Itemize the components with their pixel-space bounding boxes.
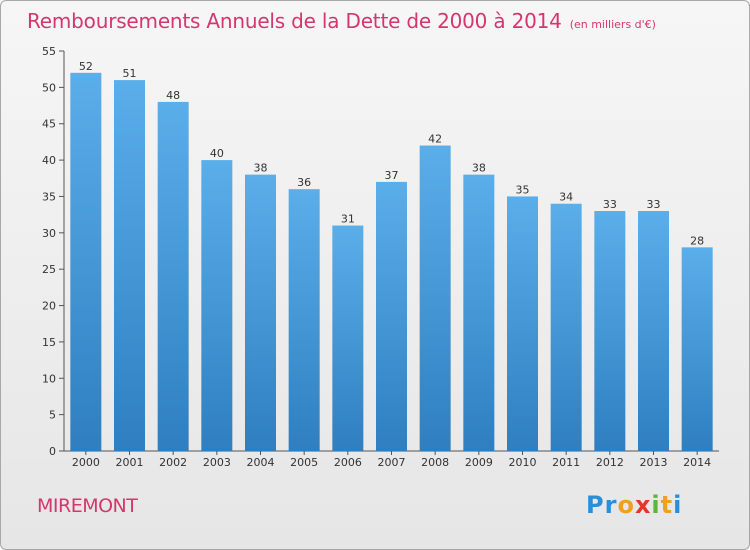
y-tick-label: 20 <box>42 300 56 313</box>
bar-2006 <box>332 225 364 451</box>
bar-2003 <box>201 160 233 451</box>
bar-2004 <box>245 174 276 452</box>
chart-bars <box>70 72 713 452</box>
chart-data-labels: 52 51 48 40 38 36 31 37 42 38 35 34 33 33 28 <box>79 60 704 248</box>
bar-2005 <box>288 189 320 451</box>
chart-title-row: Remboursements Annuels de la Dette de 20… <box>27 9 656 33</box>
x-tick-label-2007: 2007 <box>378 456 406 469</box>
data-label-2007: 37 <box>385 169 399 182</box>
x-tick-label-2006: 2006 <box>334 456 362 469</box>
bar-2012 <box>594 211 626 451</box>
y-tick-label: 45 <box>42 118 56 131</box>
x-tick-label-2001: 2001 <box>116 456 144 469</box>
data-label-2013: 33 <box>647 198 661 211</box>
x-tick-label-2003: 2003 <box>203 456 231 469</box>
data-label-2003: 40 <box>210 147 224 160</box>
bar-2008 <box>419 145 451 451</box>
x-tick-label-2002: 2002 <box>159 456 187 469</box>
data-label-2014: 28 <box>690 234 704 247</box>
x-tick-label-2008: 2008 <box>421 456 449 469</box>
bar-2014 <box>681 247 713 451</box>
bar-2007 <box>376 181 407 451</box>
data-label-2010: 35 <box>516 183 530 196</box>
x-tick-label-2012: 2012 <box>596 456 624 469</box>
data-label-2000: 52 <box>79 60 93 73</box>
y-tick-label: 15 <box>42 336 56 349</box>
x-tick-label-2004: 2004 <box>247 456 275 469</box>
x-tick-label-2005: 2005 <box>290 456 318 469</box>
x-tick-label-2010: 2010 <box>509 456 537 469</box>
chart-axes: 0 5 10 15 20 25 30 35 40 45 50 55 2000 2001 2002 2003 20… <box>42 45 719 469</box>
data-label-2008: 42 <box>428 133 442 146</box>
y-tick-label: 50 <box>42 81 56 94</box>
data-label-2006: 31 <box>341 213 355 226</box>
data-label-2009: 38 <box>472 162 486 175</box>
data-label-2001: 51 <box>123 67 137 80</box>
data-label-2004: 38 <box>254 162 268 175</box>
data-label-2011: 34 <box>559 191 573 204</box>
x-tick-label-2013: 2013 <box>640 456 668 469</box>
data-label-2005: 36 <box>297 176 311 189</box>
y-tick-label: 5 <box>49 409 56 422</box>
chart-title: Remboursements Annuels de la Dette de 20… <box>27 9 562 33</box>
y-tick-label: 40 <box>42 154 56 167</box>
chart-subtitle: (en milliers d'€) <box>569 18 656 31</box>
x-tick-label-2011: 2011 <box>552 456 580 469</box>
proxiti-logo: Proxiti <box>586 491 683 519</box>
bar-2000 <box>70 72 102 452</box>
bar-2002 <box>157 101 189 451</box>
commune-name: MIREMONT <box>37 495 138 517</box>
data-label-2002: 48 <box>166 89 180 102</box>
x-tick-label-2014: 2014 <box>683 456 711 469</box>
data-label-2012: 33 <box>603 198 617 211</box>
y-tick-label: 10 <box>42 372 56 385</box>
x-tick-label-2000: 2000 <box>72 456 100 469</box>
y-tick-label: 55 <box>42 45 56 58</box>
bar-2009 <box>463 174 495 452</box>
x-tick-label-2009: 2009 <box>465 456 493 469</box>
bar-2011 <box>550 203 582 451</box>
y-tick-label: 0 <box>49 445 56 458</box>
bar-2010 <box>507 196 538 451</box>
bar-2013 <box>638 211 669 451</box>
y-tick-label: 25 <box>42 263 56 276</box>
bar-2001 <box>114 80 145 451</box>
y-tick-label: 35 <box>42 190 56 203</box>
y-tick-label: 30 <box>42 227 56 240</box>
